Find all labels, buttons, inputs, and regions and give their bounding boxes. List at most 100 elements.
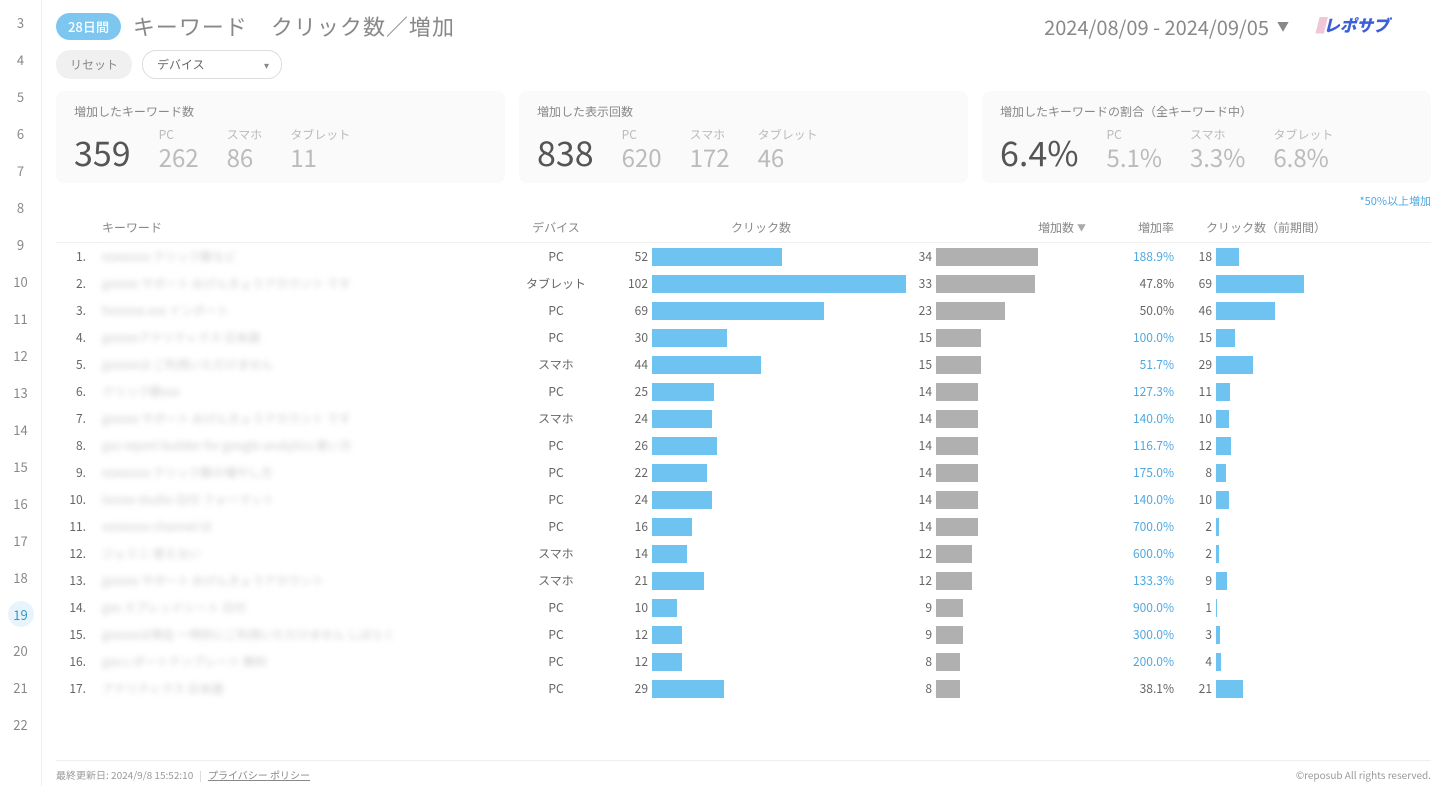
row-rate: 900.0% xyxy=(1086,599,1186,616)
metric-sub-value: 86 xyxy=(227,145,263,169)
sidebar-item-7[interactable]: 7 xyxy=(0,152,41,189)
metric-sub-value: 262 xyxy=(159,145,199,169)
row-increase: 33 xyxy=(906,275,1086,293)
row-clicks: 16 xyxy=(616,518,906,536)
row-index: 12. xyxy=(56,545,96,562)
sidebar-item-16[interactable]: 16 xyxy=(0,485,41,522)
device-select[interactable]: デバイス xyxy=(142,50,282,79)
sidebar-item-10[interactable]: 10 xyxy=(0,263,41,300)
row-keyword: xxxxxxxx クリック数の増やし方 xyxy=(96,464,496,481)
table-row[interactable]: 3. hxxxxxx.xxx インポート PC 69 23 50.0% 46 xyxy=(56,297,1431,324)
row-index: 1. xyxy=(56,248,96,265)
th-device[interactable]: デバイス xyxy=(496,219,616,236)
period-badge[interactable]: 28日間 xyxy=(56,13,121,40)
row-device: スマホ xyxy=(496,545,616,562)
th-rate[interactable]: 増加率 xyxy=(1086,219,1186,236)
header: 28日間 キーワード クリック数／増加 2024/08/09 - 2024/09… xyxy=(56,10,1431,42)
device-select-label: デバイス xyxy=(157,56,205,73)
row-index: 4. xyxy=(56,329,96,346)
table-row[interactable]: 8. gxx report builder for google analyti… xyxy=(56,432,1431,459)
sidebar-item-18[interactable]: 18 xyxy=(0,559,41,596)
table-row[interactable]: 17. アナリティクス 日本語 PC 29 8 38.1% 21 xyxy=(56,675,1431,702)
sidebar-item-22[interactable]: 22 xyxy=(0,706,41,743)
page-title: キーワード クリック数／増加 xyxy=(133,10,455,42)
table-row[interactable]: 7. gxxxxx サポート おげんきょうアカウント です スマホ 24 14 … xyxy=(56,405,1431,432)
table-row[interactable]: 2. gxxxxx サポート おげんきょうアカウント です タブレット 102 … xyxy=(56,270,1431,297)
table-row[interactable]: 4. gxxxxxアナリティクス 日本語 PC 30 15 100.0% 15 xyxy=(56,324,1431,351)
table-row[interactable]: 13. gxxxxx サポート おげんきょうアカウント スマホ 21 12 13… xyxy=(56,567,1431,594)
sidebar-item-15[interactable]: 15 xyxy=(0,448,41,485)
metric-sub-value: 46 xyxy=(758,145,818,169)
sidebar-item-3[interactable]: 3 xyxy=(0,4,41,41)
row-prev: 3 xyxy=(1186,626,1346,644)
logo: ▌ レポサブ xyxy=(1311,15,1431,37)
th-keyword[interactable]: キーワード xyxy=(96,219,496,236)
row-index: 17. xyxy=(56,680,96,697)
table-row[interactable]: 10. lxxxxx studio 日付 フォーマット PC 24 14 140… xyxy=(56,486,1431,513)
th-clicks[interactable]: クリック数 xyxy=(616,219,906,236)
metric-sub-value: 11 xyxy=(290,145,350,169)
reset-button[interactable]: リセット xyxy=(56,50,132,79)
row-prev: 10 xyxy=(1186,410,1346,428)
row-index: 15. xyxy=(56,626,96,643)
table-row[interactable]: 9. xxxxxxxx クリック数の増やし方 PC 22 14 175.0% 8 xyxy=(56,459,1431,486)
table-row[interactable]: 5. gxxxxxは ご利用いただけません スマホ 44 15 51.7% 29 xyxy=(56,351,1431,378)
sidebar-item-5[interactable]: 5 xyxy=(0,78,41,115)
row-prev: 46 xyxy=(1186,302,1346,320)
date-range-picker[interactable]: 2024/08/09 - 2024/09/05 ▼ xyxy=(1044,12,1289,41)
row-keyword: gxxxxx サポート おげんきょうアカウント です xyxy=(96,410,496,427)
row-clicks: 24 xyxy=(616,410,906,428)
sidebar-item-11[interactable]: 11 xyxy=(0,300,41,337)
th-increase[interactable]: 増加数▼ xyxy=(906,219,1086,236)
table-row[interactable]: 14. gxx スプレッドシート 日付 PC 10 9 900.0% 1 xyxy=(56,594,1431,621)
sidebar-item-19[interactable]: 19 xyxy=(8,601,34,627)
sidebar-item-21[interactable]: 21 xyxy=(0,669,41,706)
metric-sub-value: 6.8% xyxy=(1273,145,1333,169)
row-clicks: 102 xyxy=(616,275,906,293)
row-device: PC xyxy=(496,464,616,481)
metric-label: 増加したキーワード数 xyxy=(74,103,487,120)
table-row[interactable]: 1. xxxxxxxx クリック数など PC 52 34 188.9% 18 xyxy=(56,243,1431,270)
row-index: 5. xyxy=(56,356,96,373)
svg-text:レポサブ: レポサブ xyxy=(1323,15,1393,37)
sidebar-item-9[interactable]: 9 xyxy=(0,226,41,263)
metric-main: 359 xyxy=(74,135,131,169)
row-clicks: 21 xyxy=(616,572,906,590)
row-rate: 175.0% xyxy=(1086,464,1186,481)
sidebar-item-8[interactable]: 8 xyxy=(0,189,41,226)
row-rate: 116.7% xyxy=(1086,437,1186,454)
table-row[interactable]: 12. ジェミニ 使えない スマホ 14 12 600.0% 2 xyxy=(56,540,1431,567)
sidebar-item-17[interactable]: 17 xyxy=(0,522,41,559)
main: 28日間 キーワード クリック数／増加 2024/08/09 - 2024/09… xyxy=(42,0,1445,786)
sidebar-item-4[interactable]: 4 xyxy=(0,41,41,78)
row-rate: 200.0% xyxy=(1086,653,1186,670)
metric-sub: PC 620 xyxy=(622,126,662,169)
metric-main: 6.4% xyxy=(1000,135,1079,169)
table-row[interactable]: 15. gxxxxxは現在 一時的にご利用いただけません しばらく PC 12 … xyxy=(56,621,1431,648)
sidebar-item-12[interactable]: 12 xyxy=(0,337,41,374)
sidebar-item-20[interactable]: 20 xyxy=(0,632,41,669)
row-device: PC xyxy=(496,248,616,265)
privacy-link[interactable]: プライバシー ポリシー xyxy=(208,767,310,782)
metric-sub: PC 5.1% xyxy=(1107,126,1162,169)
metric-sub: タブレット 11 xyxy=(290,126,350,169)
row-increase: 14 xyxy=(906,410,1086,428)
row-prev: 69 xyxy=(1186,275,1346,293)
row-prev: 9 xyxy=(1186,572,1346,590)
row-rate: 100.0% xyxy=(1086,329,1186,346)
sidebar-item-14[interactable]: 14 xyxy=(0,411,41,448)
row-clicks: 29 xyxy=(616,680,906,698)
sidebar-item-6[interactable]: 6 xyxy=(0,115,41,152)
table-row[interactable]: 6. クリック数xxx PC 25 14 127.3% 11 xyxy=(56,378,1431,405)
date-range-text: 2024/08/09 - 2024/09/05 xyxy=(1044,12,1269,41)
row-clicks: 12 xyxy=(616,626,906,644)
chevron-down-icon: ▼ xyxy=(1277,18,1289,35)
sidebar-item-13[interactable]: 13 xyxy=(0,374,41,411)
table-row[interactable]: 11. xxxxxxxx channel id PC 16 14 700.0% … xyxy=(56,513,1431,540)
table-row[interactable]: 16. gxxレポートテンプレート 無料 PC 12 8 200.0% 4 xyxy=(56,648,1431,675)
th-prev[interactable]: クリック数（前期間） xyxy=(1186,219,1346,236)
row-device: スマホ xyxy=(496,572,616,589)
metric-card: 増加した表示回数 838 PC 620 スマホ 172 タブレット 46 xyxy=(519,91,968,183)
row-clicks: 10 xyxy=(616,599,906,617)
row-keyword: ジェミニ 使えない xyxy=(96,545,496,562)
